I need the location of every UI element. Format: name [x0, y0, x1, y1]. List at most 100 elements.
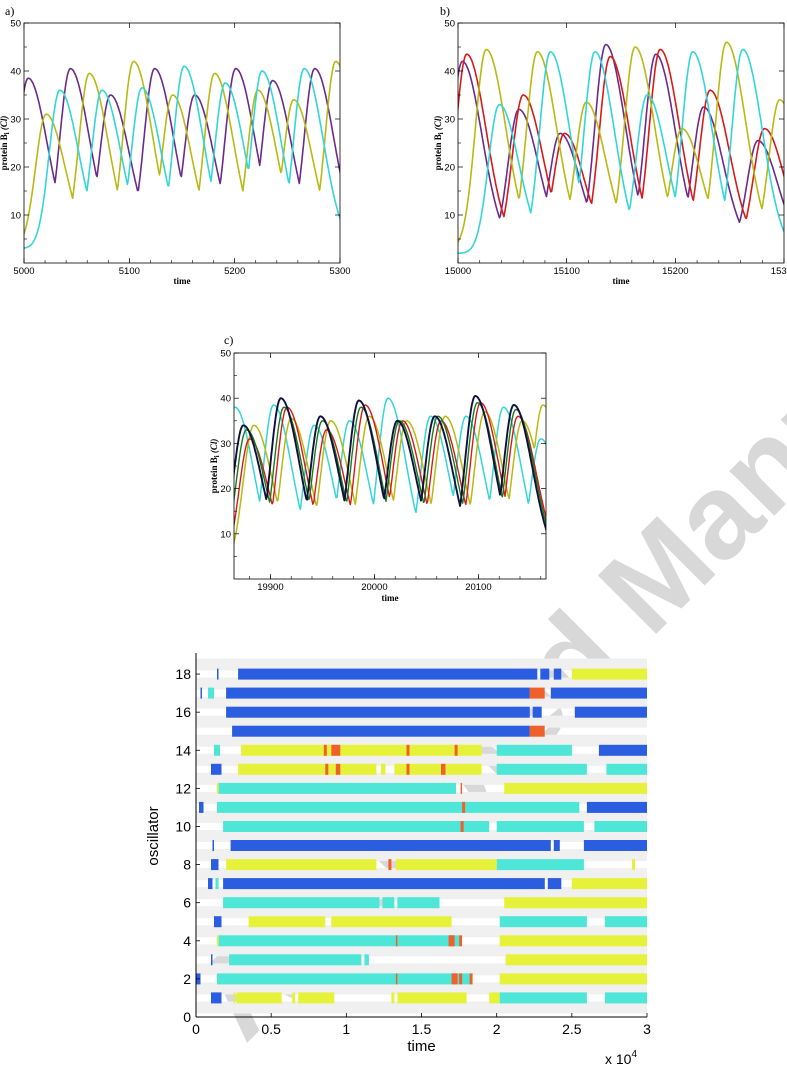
x-tick-label: 20100 [465, 582, 491, 593]
segment-blue [583, 840, 647, 851]
y-tick-label: 10 [10, 211, 21, 222]
segment-orange [459, 935, 463, 947]
x-tick-label: 5000 [13, 266, 34, 277]
row-background [196, 715, 647, 728]
y-axis-label-unit: (Cl) [0, 116, 9, 133]
row-background [196, 696, 647, 709]
x-tick-label: 3 [643, 1021, 651, 1037]
y-tick-label: 30 [10, 115, 21, 126]
segment-lime [380, 763, 386, 775]
segment-lime [505, 954, 647, 966]
segment-lime [395, 859, 497, 871]
x-tick-label: 1.5 [412, 1021, 432, 1037]
segment-orange [325, 763, 329, 775]
segment-blue [553, 668, 562, 680]
segment-teal [604, 992, 647, 1004]
y-tick-label: 18 [175, 666, 191, 682]
segment-orange [448, 935, 455, 947]
y-tick-label: 0 [183, 1009, 191, 1025]
x-tick-label: 15300 [771, 266, 787, 277]
segment-orange [462, 801, 466, 813]
segment-teal [217, 973, 472, 985]
series-line-yellow [24, 60, 340, 237]
segment-blue [223, 878, 545, 890]
row-background [196, 963, 647, 976]
panel-label-c: c) [224, 333, 233, 347]
y-tick-label: 20 [444, 163, 455, 174]
segment-lime [394, 763, 482, 775]
segment-blue [230, 840, 551, 851]
series-line-cyan [24, 65, 340, 249]
segment-teal [217, 801, 580, 813]
series-line-yellow [458, 41, 784, 244]
series-group [458, 41, 784, 255]
segment-teal [499, 916, 587, 928]
y-tick-label: 30 [444, 115, 455, 126]
segment-teal [604, 916, 647, 928]
x-tick-label: 0 [192, 1021, 200, 1037]
y-tick-label: 50 [220, 349, 231, 360]
row-background [196, 677, 647, 690]
segment-blue [217, 668, 219, 680]
segment-blue [208, 878, 213, 890]
x-tick-label: 2 [493, 1021, 501, 1037]
series-line-cyan [458, 48, 784, 255]
row-background [196, 887, 647, 900]
y-tick-label: 40 [10, 67, 21, 78]
segment-blue [200, 687, 202, 699]
panel-c: c) 10 20 30 40 50 19900 20000 20100 time protein B… [209, 333, 547, 603]
x-tick-label: 2.5 [562, 1021, 582, 1037]
row-background [196, 772, 647, 785]
x-axis-label: time [382, 593, 399, 603]
x-tick-label: 15100 [553, 266, 579, 277]
segment-teal [496, 744, 572, 756]
series-line-purple [458, 43, 784, 223]
segment-blue [199, 801, 204, 813]
x-tick-label: 1 [342, 1021, 350, 1037]
segment-teal [499, 992, 587, 1004]
y-axis-label-unit: (Cl) [433, 116, 443, 133]
series-line-yellow [234, 404, 546, 546]
row-background [196, 658, 647, 671]
y-axis-label: protein Bi (Cl) [433, 116, 445, 171]
segment-orange [395, 935, 398, 947]
segment-orange [335, 763, 341, 775]
panel-a: a) 10 20 30 40 50 5000 5100 5200 5300 time protein … [0, 4, 351, 286]
segment-teal [215, 878, 219, 890]
panel-label-b: b) [440, 4, 450, 18]
segment-blue [226, 687, 530, 699]
y-tick-label: 6 [183, 895, 191, 911]
y-axis-label-main: protein B [433, 134, 443, 170]
segment-blue [574, 706, 647, 718]
segment-orange [459, 973, 463, 985]
segment-teal [218, 935, 460, 947]
segment-lime [489, 992, 500, 1004]
segment-orange [469, 973, 473, 985]
segment-blue [598, 744, 647, 756]
segment-lime [499, 935, 647, 947]
y-axis-label: oscillator [145, 806, 162, 865]
segment-blue [212, 840, 214, 851]
segment-blue [238, 668, 538, 680]
x-tick-label: 19900 [257, 582, 283, 593]
y-axis-label-main: protein B [0, 134, 9, 170]
series-line-navy [234, 395, 546, 533]
segment-teal [382, 897, 395, 909]
segment-teal [496, 763, 587, 775]
x-tick-label: 20000 [361, 582, 387, 593]
x-tick-label: 15200 [662, 266, 688, 277]
segment-blue [211, 859, 219, 871]
y-tick-label: 8 [183, 857, 191, 873]
segment-lime [504, 782, 647, 794]
y-axis-label: protein Bi (Cl) [0, 116, 11, 171]
segment-orange [441, 763, 446, 775]
segment-lime [238, 763, 377, 775]
segment-lime [236, 992, 282, 1004]
row-background [196, 830, 647, 842]
panel-b: b) 10 20 30 40 50 15000 15100 15200 15300 time prot… [433, 4, 787, 286]
segment-lime [397, 992, 467, 1004]
x-multiplier: x 104 [605, 1049, 637, 1067]
x-tick-label: 0.5 [261, 1021, 281, 1037]
x-axis-label: time [407, 1038, 435, 1055]
y-tick-label: 40 [220, 394, 231, 405]
